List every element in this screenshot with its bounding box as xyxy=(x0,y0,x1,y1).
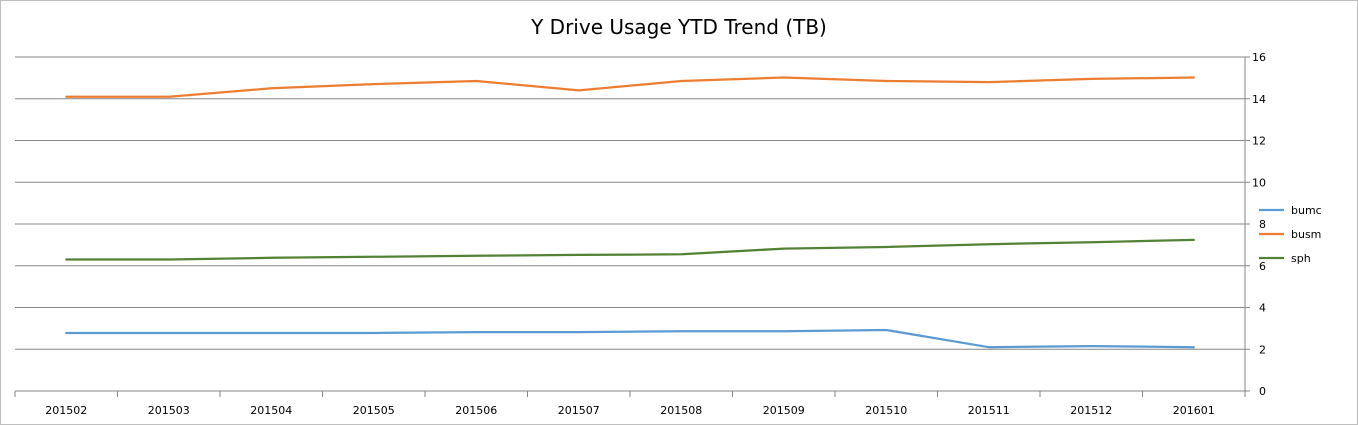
x-tick-label: 201502 xyxy=(45,404,87,417)
y-tick-label: 6 xyxy=(1259,260,1266,273)
x-tick-label: 201504 xyxy=(250,404,292,417)
series-line-sph xyxy=(65,238,1195,261)
x-tick-label: 201511 xyxy=(968,404,1010,417)
x-tick-label: 201503 xyxy=(148,404,190,417)
y-tick-label: 0 xyxy=(1259,385,1266,398)
legend-label-bumc: bumc xyxy=(1291,204,1322,217)
y-tick-label: 8 xyxy=(1259,218,1266,231)
legend-label-sph: sph xyxy=(1291,252,1311,265)
x-tick-label: 201505 xyxy=(353,404,395,417)
series-line-bumc xyxy=(65,328,1195,349)
legend: bumc busm sph xyxy=(1259,204,1322,265)
y-tick-label: 16 xyxy=(1252,51,1266,64)
x-tick-label: 201506 xyxy=(455,404,497,417)
x-tick-label: 201507 xyxy=(558,404,600,417)
x-tick-label: 201601 xyxy=(1173,404,1215,417)
series-line-busm xyxy=(65,76,1195,98)
y-tick-label: 2 xyxy=(1259,343,1266,356)
x-tick-label: 201512 xyxy=(1070,404,1112,417)
y-tick-label: 14 xyxy=(1252,93,1266,106)
series-lines xyxy=(65,76,1195,349)
x-tick-label: 201508 xyxy=(660,404,702,417)
y-tick-label: 4 xyxy=(1259,302,1266,315)
gridlines xyxy=(15,56,1245,350)
x-tick-label: 201510 xyxy=(865,404,907,417)
chart-title: Y Drive Usage YTD Trend (TB) xyxy=(530,15,827,39)
axes: 0 2 4 6 8 10 12 14 16 201502 201503 201504 201505 201… xyxy=(14,51,1266,417)
x-tick-label: 201509 xyxy=(763,404,805,417)
y-tick-label: 10 xyxy=(1252,176,1266,189)
y-tick-label: 12 xyxy=(1252,135,1266,148)
legend-label-busm: busm xyxy=(1291,228,1321,241)
